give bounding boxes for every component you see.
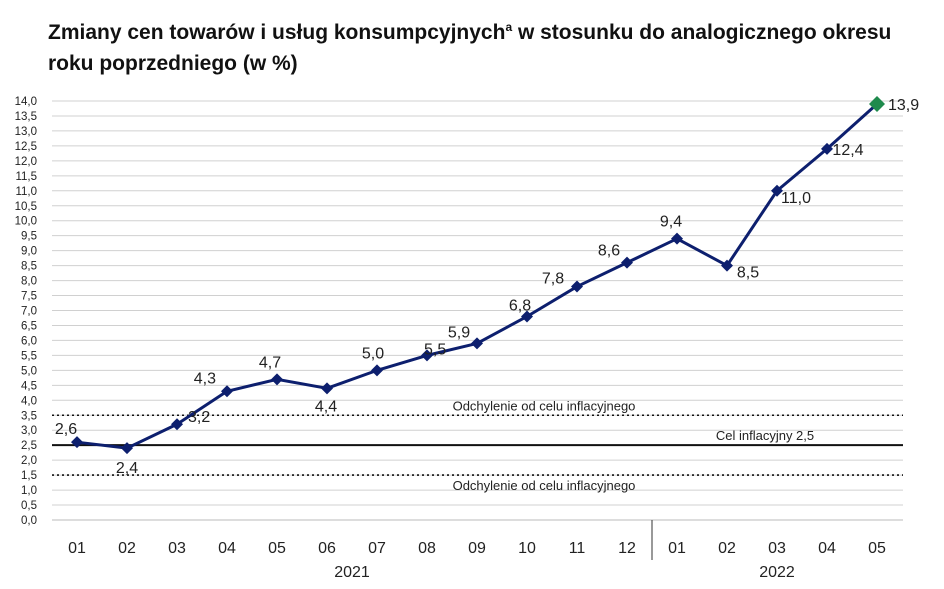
data-point	[621, 256, 633, 269]
data-point	[71, 436, 83, 449]
data-point-latest	[869, 95, 885, 112]
data-point	[721, 259, 733, 272]
data-label: 4,4	[315, 398, 337, 415]
chart-title-superscript: a	[505, 20, 513, 34]
data-point	[321, 382, 333, 395]
x-tick-label: 05	[268, 540, 286, 557]
x-tick-label: 10	[518, 540, 536, 557]
x-tick-label: 07	[368, 540, 386, 557]
y-tick-label: 4,5	[21, 380, 37, 392]
x-tick-label: 04	[818, 540, 836, 557]
y-tick-label: 2,0	[21, 455, 37, 467]
x-tick-label: 04	[218, 540, 236, 557]
data-label: 6,8	[509, 297, 531, 314]
data-label: 4,3	[194, 370, 216, 387]
x-tick-label: 05	[868, 540, 886, 557]
x-tick-label: 03	[168, 540, 186, 557]
y-tick-label: 7,5	[21, 291, 37, 303]
y-tick-label: 7,0	[21, 306, 37, 318]
data-point	[271, 373, 283, 386]
year-label: 2021	[334, 564, 370, 581]
data-point	[821, 142, 833, 155]
x-tick-label: 02	[118, 540, 136, 557]
data-label: 8,6	[598, 243, 620, 260]
data-point	[521, 310, 533, 323]
y-tick-label: 1,0	[21, 485, 37, 497]
data-point	[571, 280, 583, 293]
data-label: 9,4	[660, 214, 682, 231]
data-point	[171, 418, 183, 431]
y-tick-label: 14,0	[15, 96, 37, 108]
data-point	[421, 349, 433, 362]
data-label: 5,9	[448, 324, 470, 341]
chart-title-main: Zmiany cen towarów i usług konsumpcyjnyc…	[48, 21, 506, 44]
data-point	[671, 232, 683, 245]
data-label: 13,9	[888, 97, 919, 114]
y-tick-label: 1,5	[21, 470, 37, 482]
data-label: 11,0	[781, 190, 811, 207]
reference-line-label: Cel inflacyjny 2,5	[716, 428, 814, 443]
x-tick-label: 12	[618, 540, 636, 557]
x-tick-label: 03	[768, 540, 786, 557]
y-tick-label: 3,0	[21, 425, 37, 437]
data-point	[221, 385, 233, 398]
data-point	[121, 442, 133, 455]
y-tick-label: 5,0	[21, 365, 37, 377]
x-tick-label: 06	[318, 540, 336, 557]
y-tick-label: 8,0	[21, 276, 37, 288]
data-label: 3,2	[188, 409, 210, 426]
y-tick-label: 5,5	[21, 350, 37, 362]
y-tick-label: 8,5	[21, 261, 37, 273]
x-tick-label: 02	[718, 540, 736, 557]
year-label: 2022	[759, 564, 795, 581]
data-label: 7,8	[542, 271, 564, 288]
y-tick-label: 0,0	[21, 515, 37, 527]
data-label: 2,6	[55, 421, 77, 438]
reference-line-label: Odchylenie od celu inflacyjnego	[453, 398, 636, 413]
x-tick-label: 08	[418, 540, 436, 557]
y-tick-label: 3,5	[21, 410, 37, 422]
y-tick-label: 13,5	[15, 111, 37, 123]
y-tick-label: 11,5	[15, 171, 37, 183]
y-tick-label: 2,5	[21, 440, 37, 452]
y-tick-label: 10,5	[15, 201, 37, 213]
x-tick-label: 11	[569, 540, 586, 557]
y-tick-label: 9,0	[21, 246, 37, 258]
data-label: 5,0	[362, 345, 384, 362]
x-tick-label: 01	[668, 540, 686, 557]
data-point	[371, 364, 383, 377]
data-label: 2,4	[116, 460, 138, 477]
y-tick-label: 9,5	[21, 231, 37, 243]
y-tick-label: 13,0	[15, 126, 37, 138]
chart-title: Zmiany cen towarów i usług konsumpcyjnyc…	[48, 12, 928, 79]
y-tick-label: 4,0	[21, 395, 37, 407]
data-point	[471, 337, 483, 350]
y-tick-label: 6,0	[21, 335, 37, 347]
y-tick-label: 12,0	[15, 156, 37, 168]
x-tick-label: 09	[468, 540, 486, 557]
data-label: 4,7	[259, 354, 281, 371]
reference-line-label: Odchylenie od celu inflacyjnego	[453, 478, 636, 493]
y-tick-label: 12,5	[15, 141, 37, 153]
data-label: 8,5	[737, 265, 759, 282]
y-tick-label: 11,0	[15, 186, 37, 198]
data-point	[771, 184, 783, 197]
data-label: 12,4	[832, 142, 863, 159]
chart-title-rest: w stosunku do analogicznego okresu roku …	[48, 21, 892, 75]
x-tick-label: 01	[68, 540, 86, 557]
data-label: 5,5	[424, 341, 446, 358]
y-tick-label: 0,5	[21, 500, 37, 512]
y-tick-label: 10,0	[15, 216, 37, 228]
y-tick-label: 6,5	[21, 320, 37, 332]
